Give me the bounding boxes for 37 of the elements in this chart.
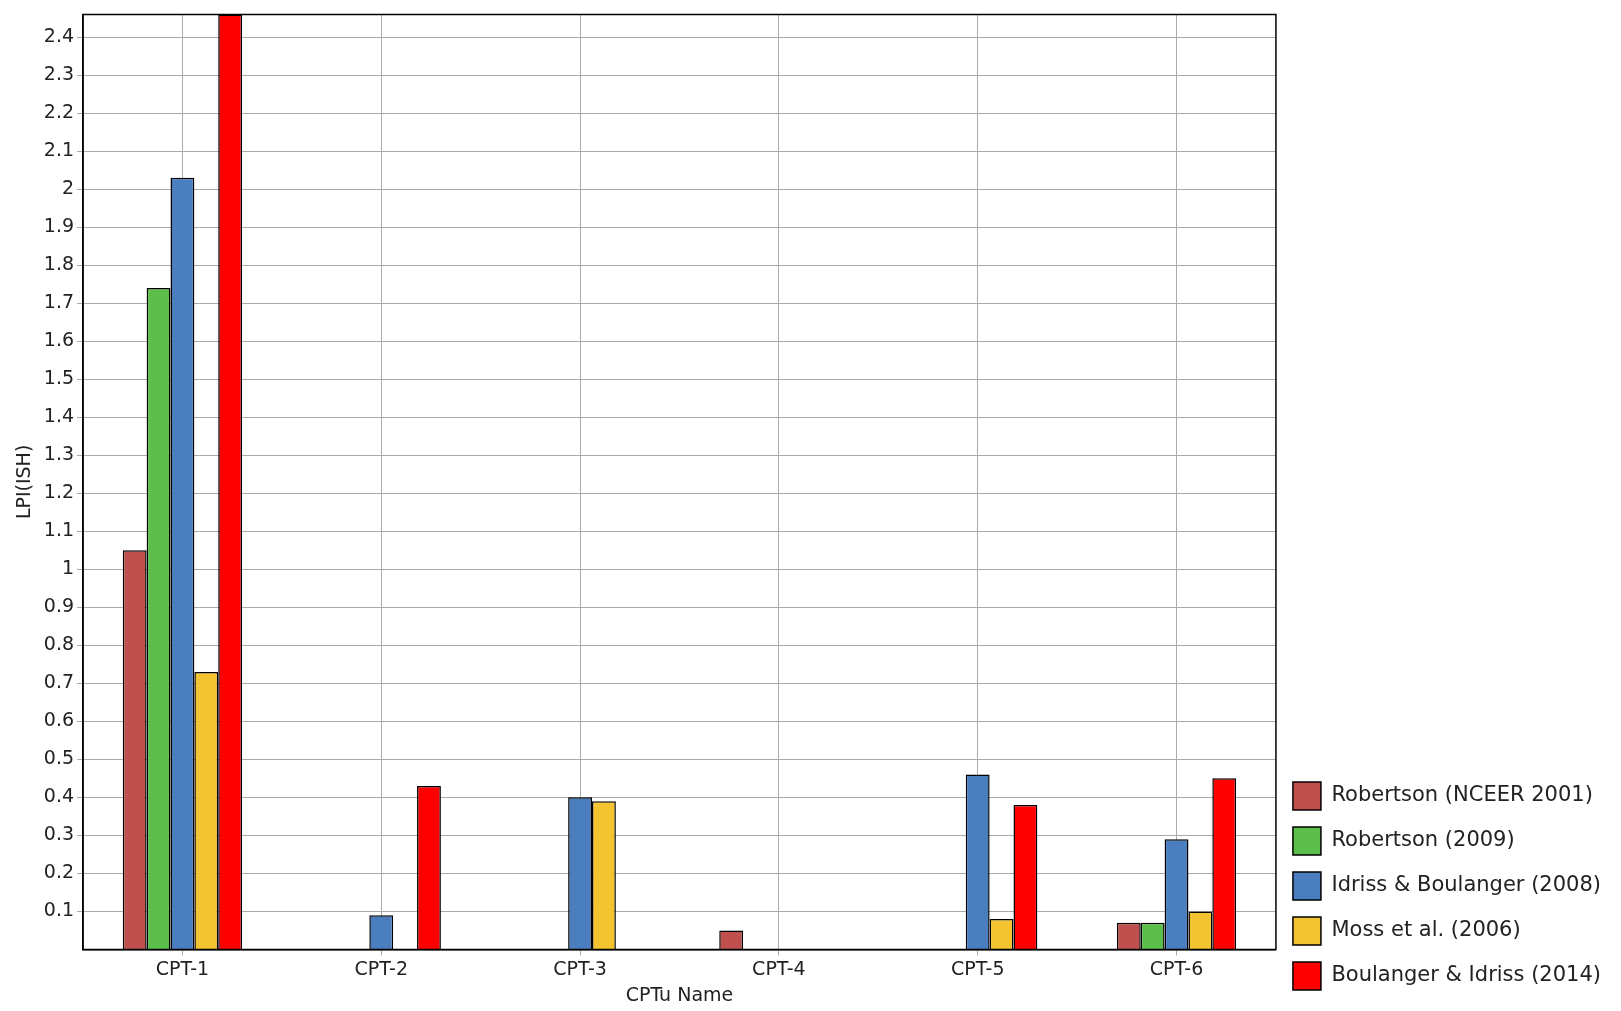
y-tick-label: 2.2: [43, 100, 75, 123]
y-tick-label: 2.3: [43, 62, 75, 85]
y-tick-label: 0.6: [43, 708, 75, 731]
y-tick-label: 0.8: [43, 632, 75, 655]
y-tick-label: 1.3: [43, 442, 75, 465]
y-tick-label: 0.2: [43, 860, 75, 883]
y-tick-label: 1.5: [43, 366, 75, 389]
y-tick-label: 1.1: [43, 518, 75, 541]
x-tick-label: CPT-3: [553, 956, 607, 979]
legend-label: Robertson (NCEER 2001): [1331, 782, 1593, 807]
legend-label: Idriss & Boulanger (2008): [1331, 872, 1602, 897]
y-tick-label: 2.4: [43, 24, 75, 47]
x-tick-label: CPT-5: [950, 956, 1005, 979]
y-tick-label: 1.7: [43, 290, 75, 313]
y-tick-label: 2.1: [43, 138, 75, 161]
y-tick-label: 0.4: [43, 784, 75, 807]
y-axis-title: LPI(ISH): [12, 444, 35, 520]
y-tick-label: 0.9: [43, 594, 75, 617]
y-tick-label: 1.6: [43, 328, 75, 351]
y-tick-label: 1: [61, 556, 75, 579]
y-tick-label: 0.5: [43, 746, 75, 769]
x-tick-label: CPT-2: [354, 956, 409, 979]
legend-label: Moss et al. (2006): [1331, 917, 1521, 942]
x-axis-title: CPTu Name: [625, 982, 734, 1005]
x-tick-label: CPT-6: [1149, 956, 1204, 979]
y-tick-label: 1.2: [43, 480, 75, 503]
y-tick-label: 0.1: [43, 898, 75, 921]
x-tick-label: CPT-1: [155, 956, 210, 979]
legend-label: Robertson (2009): [1331, 827, 1515, 852]
y-tick-label: 1.9: [43, 214, 75, 237]
y-tick-label: 1.8: [43, 252, 75, 275]
legend-label: Boulanger & Idriss (2014): [1331, 962, 1602, 987]
y-tick-label: 0.7: [43, 670, 75, 693]
x-tick-label: CPT-4: [752, 956, 806, 979]
y-tick-label: 0.3: [43, 822, 75, 845]
y-tick-label: 1.4: [43, 404, 75, 427]
y-tick-label: 2: [61, 176, 75, 199]
